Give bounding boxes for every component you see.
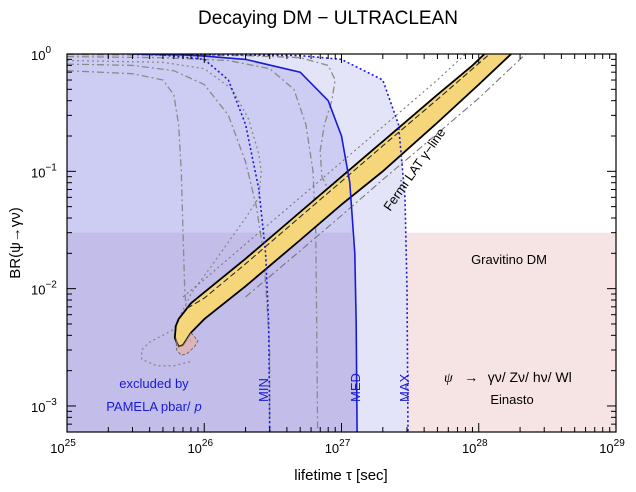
channel-arrow: → [464,371,478,386]
axis-ticks [66,53,617,433]
y-tick-label: 100 [31,45,51,63]
channel-list: γν/ Zν/ hν/ Wl [488,369,572,385]
x-tick-exponent: 25 [65,438,77,449]
gravitino-label: Gravitino DM [471,252,547,267]
pamela-label-p: p [194,399,202,414]
x-tick-label: 1026 [187,438,213,456]
chart-title: Decaying DM − ULTRACLEAN [198,8,458,29]
med-label: MED [348,373,363,402]
series-layer [132,54,409,432]
fermi-outer-line [182,54,466,298]
x-tick-label: 1028 [462,438,488,456]
plot-area: Fermi LAT γ−line Gravitino DM ψ → γν/ Zν… [67,54,616,432]
y-tick-exponent: −3 [45,397,57,408]
profile-label: Einasto [490,392,533,407]
channel-label: ψ → γν/ Zν/ hν/ Wl [444,369,572,386]
series-line-min [132,54,271,432]
x-tick-exponent: 27 [339,438,351,449]
grey-dashdot-curve [67,55,319,432]
y-tick-label: 10−3 [31,397,57,415]
fermi-lat-band [173,54,513,348]
max-label: MAX [397,374,412,403]
y-tick-exponent: 0 [45,45,51,56]
channel-psi: ψ [444,371,453,386]
series-line-med [132,54,358,432]
x-tick-exponent: 26 [202,438,214,449]
y-tick-exponent: −2 [45,280,57,291]
y-axis-label: BR(ψ→γν) [7,207,24,279]
overlap-region [67,232,358,432]
y-tick-label: 10−2 [31,280,57,298]
x-tick-exponent: 28 [476,438,488,449]
y-tick-label: 10−1 [31,162,57,180]
y-tick-exponent: −1 [45,162,57,173]
x-tick-label: 1027 [325,438,351,456]
grey-dashdot-curve [67,63,271,432]
pamela-label-text: PAMELA pbar/ [106,399,191,414]
pamela-label-1: excluded by [119,376,189,391]
pamela-label-2: PAMELA pbar/p [106,399,202,414]
min-label: MIN [256,378,271,402]
x-axis-label: lifetime τ [sec] [294,467,387,484]
series-line-max [132,54,409,432]
grey-dashdot-curve [67,70,192,343]
fermi-outer-line [245,54,527,298]
grey-dashdot-curve [67,54,336,194]
x-tick-label: 1025 [50,438,76,456]
fermi-central-line [186,54,490,309]
x-tick-label: 1029 [599,438,625,456]
x-tick-exponent: 29 [614,438,626,449]
pink-tip-region [175,332,199,356]
